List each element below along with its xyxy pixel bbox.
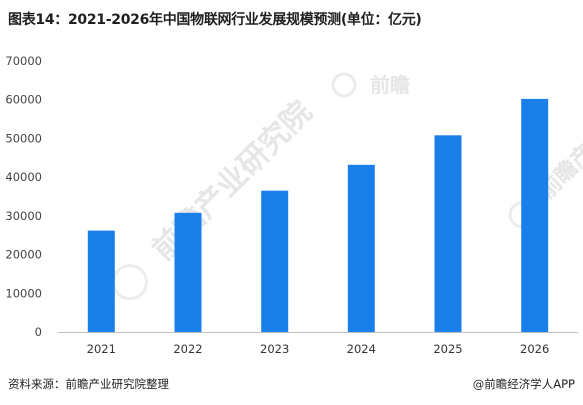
credit-note: @前瞻经济学人APP [472,377,575,391]
y-tick-label: 30000 [5,209,42,223]
bar-2023 [261,190,289,332]
x-tick-label: 2022 [173,342,202,356]
bar-group [87,98,549,333]
y-tick-label: 50000 [5,131,42,145]
x-tick-label: 2023 [260,342,289,356]
chart-title: 图表14：2021-2026年中国物联网行业发展规模预测(单位：亿元) [8,12,422,28]
x-tick-label: 2026 [520,342,549,356]
bar-2022 [174,212,202,332]
watermark-logo: 前瞻 [331,72,410,98]
source-note: 资料来源：前瞻产业研究院整理 [8,377,169,391]
bar-2026 [521,98,549,333]
x-tick-label: 2021 [87,342,116,356]
y-tick-label: 0 [35,325,42,339]
bar-2024 [347,164,375,332]
x-tick-label: 2025 [433,342,462,356]
y-tick-label: 10000 [5,286,42,300]
y-tick-label: 20000 [5,248,42,262]
x-tick-label: 2024 [347,342,376,356]
x-tick-labels: 2021 2022 2023 2024 2025 2026 [87,342,550,356]
y-tick-label: 60000 [5,93,42,107]
y-tick-labels: 0 10000 20000 30000 40000 50000 60000 70000 [5,54,42,339]
svg-text:前瞻产业研究院: 前瞻产业研究院 [146,94,319,267]
svg-text:前瞻: 前瞻 [370,73,410,97]
y-tick-label: 40000 [5,170,42,184]
y-tick-label: 70000 [5,54,42,68]
bar-2025 [434,135,462,332]
bar-2021 [87,230,115,332]
